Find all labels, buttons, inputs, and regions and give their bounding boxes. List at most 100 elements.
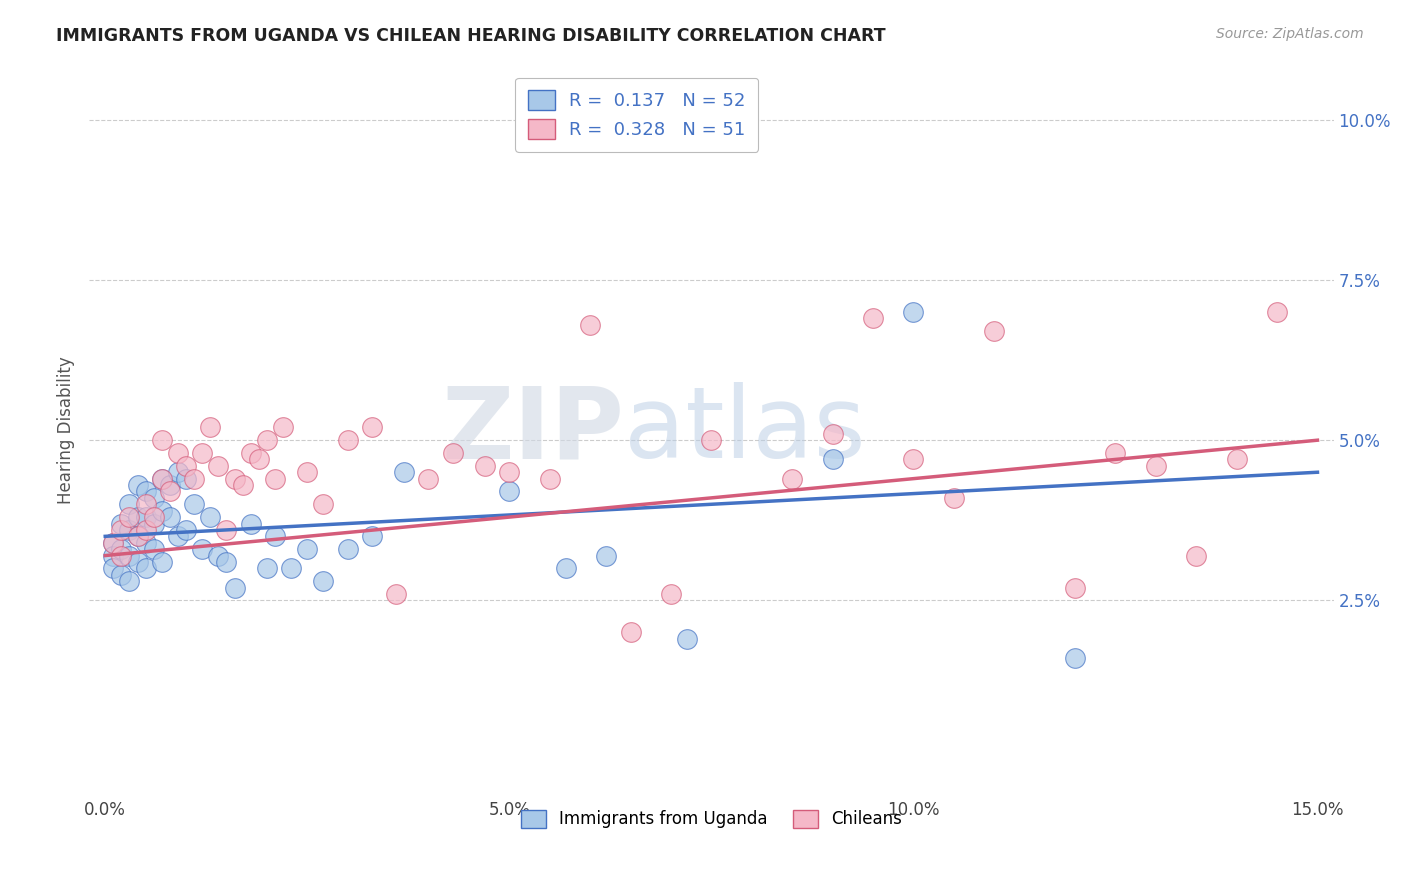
- Point: [127, 510, 149, 524]
- Point: [441, 446, 464, 460]
- Point: [167, 465, 190, 479]
- Point: [676, 632, 699, 646]
- Point: [103, 535, 125, 549]
- Point: [135, 484, 157, 499]
- Point: [159, 510, 181, 524]
- Point: [118, 574, 141, 589]
- Point: [200, 420, 222, 434]
- Point: [418, 472, 440, 486]
- Point: [118, 510, 141, 524]
- Point: [297, 465, 319, 479]
- Point: [142, 542, 165, 557]
- Point: [135, 523, 157, 537]
- Point: [336, 542, 359, 557]
- Point: [700, 433, 723, 447]
- Point: [1265, 305, 1288, 319]
- Point: [1226, 452, 1249, 467]
- Point: [224, 472, 246, 486]
- Point: [127, 529, 149, 543]
- Point: [174, 472, 197, 486]
- Point: [659, 587, 682, 601]
- Point: [103, 549, 125, 563]
- Point: [167, 529, 190, 543]
- Point: [127, 555, 149, 569]
- Text: IMMIGRANTS FROM UGANDA VS CHILEAN HEARING DISABILITY CORRELATION CHART: IMMIGRANTS FROM UGANDA VS CHILEAN HEARIN…: [56, 27, 886, 45]
- Point: [150, 472, 173, 486]
- Text: atlas: atlas: [624, 382, 866, 479]
- Point: [159, 484, 181, 499]
- Point: [1064, 581, 1087, 595]
- Point: [312, 574, 335, 589]
- Point: [135, 535, 157, 549]
- Point: [474, 458, 496, 473]
- Point: [247, 452, 270, 467]
- Point: [239, 446, 262, 460]
- Point: [264, 529, 287, 543]
- Point: [135, 497, 157, 511]
- Point: [862, 311, 884, 326]
- Point: [538, 472, 561, 486]
- Point: [256, 433, 278, 447]
- Point: [942, 491, 965, 505]
- Point: [150, 555, 173, 569]
- Point: [498, 465, 520, 479]
- Point: [595, 549, 617, 563]
- Point: [118, 549, 141, 563]
- Point: [821, 452, 844, 467]
- Point: [579, 318, 602, 332]
- Point: [110, 542, 132, 557]
- Point: [183, 472, 205, 486]
- Point: [1144, 458, 1167, 473]
- Point: [903, 305, 925, 319]
- Point: [159, 478, 181, 492]
- Y-axis label: Hearing Disability: Hearing Disability: [58, 357, 75, 505]
- Point: [103, 561, 125, 575]
- Point: [1185, 549, 1208, 563]
- Point: [498, 484, 520, 499]
- Point: [135, 561, 157, 575]
- Point: [271, 420, 294, 434]
- Point: [150, 472, 173, 486]
- Point: [110, 549, 132, 563]
- Point: [361, 529, 384, 543]
- Point: [142, 491, 165, 505]
- Point: [903, 452, 925, 467]
- Point: [150, 504, 173, 518]
- Point: [118, 497, 141, 511]
- Point: [554, 561, 576, 575]
- Point: [150, 433, 173, 447]
- Point: [224, 581, 246, 595]
- Point: [110, 567, 132, 582]
- Point: [174, 523, 197, 537]
- Point: [361, 420, 384, 434]
- Point: [336, 433, 359, 447]
- Point: [127, 529, 149, 543]
- Point: [142, 510, 165, 524]
- Point: [174, 458, 197, 473]
- Point: [780, 472, 803, 486]
- Point: [183, 497, 205, 511]
- Point: [215, 523, 238, 537]
- Point: [110, 523, 132, 537]
- Point: [103, 535, 125, 549]
- Point: [280, 561, 302, 575]
- Text: Source: ZipAtlas.com: Source: ZipAtlas.com: [1216, 27, 1364, 41]
- Point: [167, 446, 190, 460]
- Point: [1104, 446, 1126, 460]
- Point: [1064, 651, 1087, 665]
- Point: [207, 549, 229, 563]
- Point: [232, 478, 254, 492]
- Point: [215, 555, 238, 569]
- Point: [983, 324, 1005, 338]
- Point: [256, 561, 278, 575]
- Point: [191, 446, 214, 460]
- Point: [135, 510, 157, 524]
- Point: [619, 625, 641, 640]
- Point: [821, 426, 844, 441]
- Point: [239, 516, 262, 531]
- Point: [118, 523, 141, 537]
- Point: [191, 542, 214, 557]
- Point: [110, 516, 132, 531]
- Point: [127, 478, 149, 492]
- Point: [394, 465, 416, 479]
